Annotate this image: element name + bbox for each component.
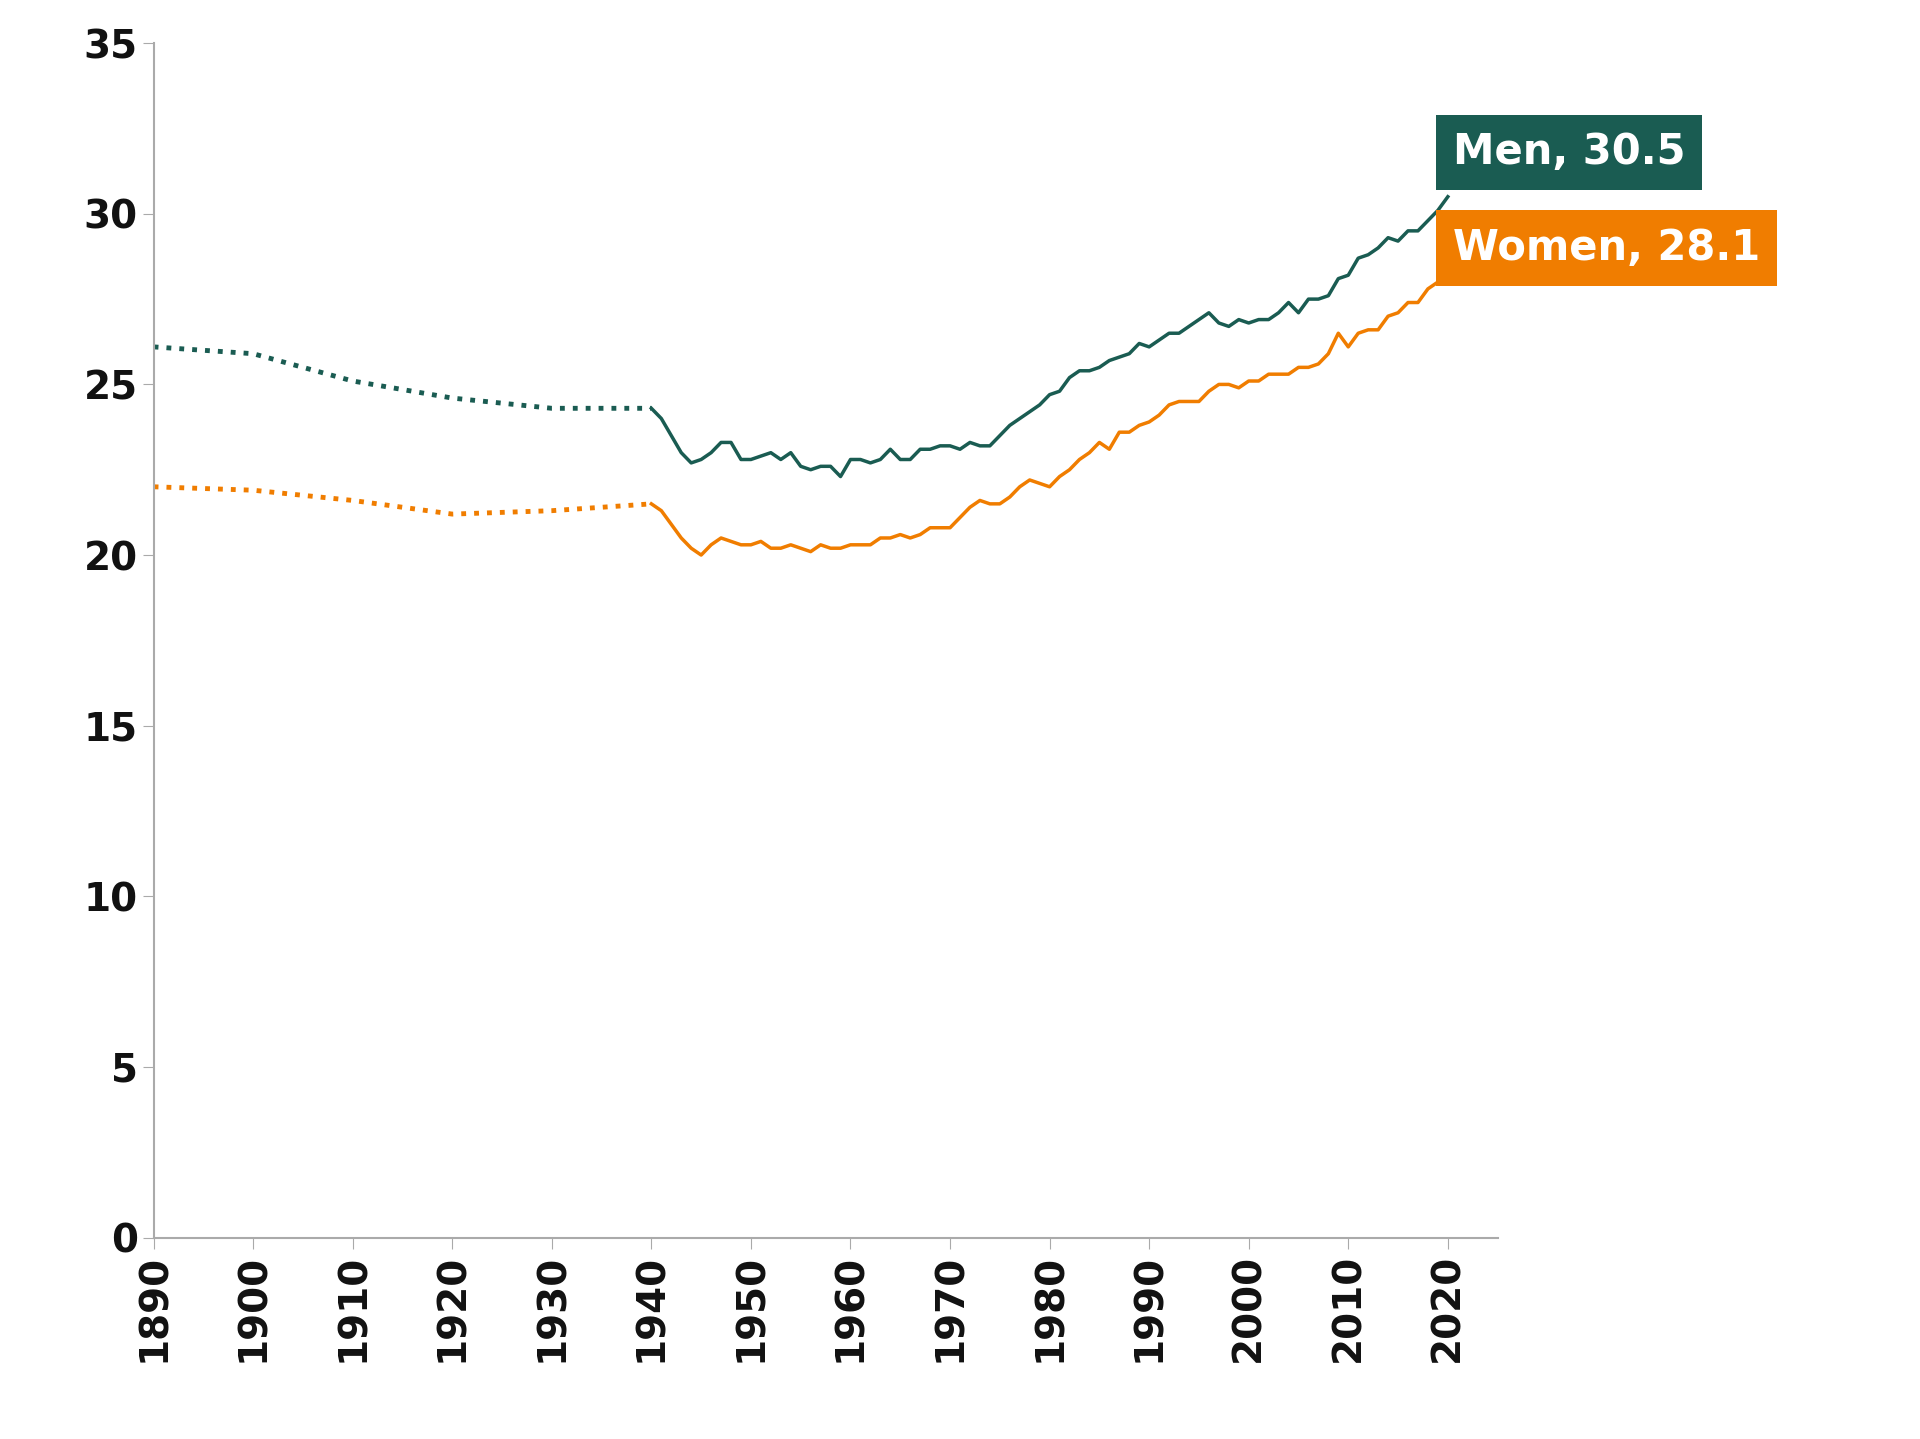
- Text: Men, 30.5: Men, 30.5: [1453, 131, 1686, 173]
- Text: Women, 28.1: Women, 28.1: [1453, 227, 1761, 269]
